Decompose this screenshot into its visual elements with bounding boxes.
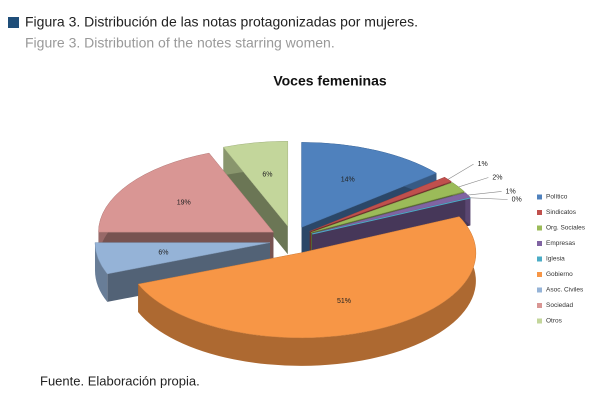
data-label: 51%: [337, 298, 351, 305]
legend-label: Empresas: [546, 240, 576, 247]
slice-wall: [465, 192, 471, 226]
data-label: 6%: [262, 171, 272, 178]
leader-line: [458, 177, 489, 188]
data-label: 6%: [158, 249, 168, 256]
legend-label: Asoc. Civiles: [546, 287, 584, 294]
data-label: 19%: [177, 199, 191, 206]
caption-marker: [8, 17, 19, 28]
slice: [312, 197, 471, 235]
legend-swatch: [537, 272, 542, 277]
slice: [137, 216, 477, 339]
legend-swatch: [537, 225, 542, 231]
slice: [309, 176, 452, 232]
leader-line: [467, 191, 502, 196]
legend-label: Org. Sociales: [546, 225, 586, 232]
data-label: 2%: [492, 174, 502, 181]
legend-swatch: [537, 303, 542, 308]
legend-label: Iglesia: [546, 256, 565, 263]
legend-label: Político: [546, 194, 568, 201]
slice: [301, 142, 437, 228]
caption-en: Figure 3. Distribution of the notes star…: [25, 35, 335, 51]
data-label: 14%: [341, 176, 355, 183]
pie: 14%1%2%1%0%51%6%19%6%: [94, 140, 522, 366]
legend-label: Sindicatos: [546, 209, 577, 216]
data-label: 0%: [512, 196, 522, 203]
legend-swatch: [537, 318, 542, 324]
leader-line: [470, 197, 508, 200]
legend: Político Sindicatos Org. Sociales Empresas I…: [537, 194, 586, 325]
legend-label: Sociedad: [546, 302, 573, 309]
legend-swatch: [537, 287, 542, 293]
slice-wall: [94, 242, 108, 302]
legend-swatch: [537, 256, 542, 262]
legend-label: Otros: [546, 318, 563, 325]
slice: [222, 140, 289, 227]
legend-swatch: [537, 210, 542, 215]
legend-swatch: [537, 194, 542, 200]
data-label: 1%: [506, 188, 516, 195]
slice-wall: [138, 216, 476, 366]
legend-swatch: [537, 241, 542, 246]
slice: [94, 242, 271, 275]
legend-label: Gobierno: [546, 271, 573, 278]
caption-es: Figura 3. Distribución de las notas prot…: [25, 14, 418, 30]
chart-title: Voces femeninas: [273, 73, 387, 89]
slice: [98, 152, 274, 233]
source: Fuente. Elaboración propia.: [40, 373, 200, 388]
leader-line: [447, 163, 474, 180]
data-label: 1%: [478, 161, 488, 168]
